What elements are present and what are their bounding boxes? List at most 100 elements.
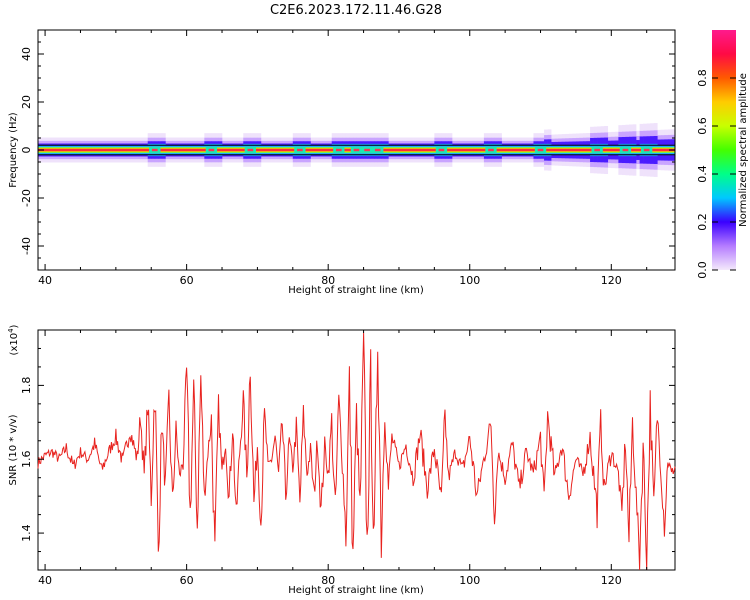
- spectrogram-cell: [52, 148, 56, 152]
- spectrogram-cell: [66, 148, 71, 152]
- spectrogram-cell: [572, 148, 577, 152]
- spectrogram-cell: [80, 148, 85, 152]
- spectrogram-cell: [133, 148, 138, 152]
- spectrogram-x-tick-label: 80: [321, 274, 335, 287]
- spectrogram-cell: [59, 148, 64, 152]
- snr-x-tick-label: 40: [38, 574, 52, 587]
- colorbar-label: Normalized spectral amplitude: [738, 73, 749, 227]
- spectrogram-cell: [324, 148, 329, 152]
- spectrogram-cell: [657, 148, 662, 152]
- spectrogram-cell: [55, 148, 60, 152]
- spectrogram-cell: [575, 148, 580, 152]
- spectrogram-cell: [229, 148, 233, 152]
- spectrogram-cell: [469, 148, 474, 152]
- spectrogram-cell: [222, 148, 226, 152]
- spectrogram-cell: [423, 148, 428, 152]
- spectrogram-cell: [161, 148, 166, 152]
- snr-y-multiplier-exp: 4: [7, 328, 15, 333]
- spectrogram-cell: [388, 148, 393, 152]
- spectrogram-cell: [526, 148, 531, 152]
- spectrogram-cell: [193, 148, 198, 152]
- spectrogram-y-tick-label: 0: [20, 147, 33, 154]
- spectrogram-ridge-cell: [438, 148, 445, 152]
- snr-ticks: 40 60 80 100 120 1.4 1.6 1.8: [20, 329, 675, 587]
- spectrogram-cell: [218, 148, 223, 152]
- spectrogram-ridge-cell: [297, 148, 303, 152]
- spectrogram-cell: [119, 148, 124, 152]
- spectrogram-cell: [130, 148, 134, 152]
- spectrogram-cell: [289, 148, 294, 152]
- snr-x-tick-label: 60: [180, 574, 194, 587]
- spectrogram-cell: [271, 148, 276, 152]
- spectrogram-cell: [91, 148, 95, 152]
- colorbar-tick-label: 0.4: [696, 165, 709, 183]
- spectrogram-cell: [314, 148, 318, 152]
- spectrogram-cell: [406, 148, 410, 152]
- snr-frame: [37, 329, 676, 571]
- spectrogram-cell: [101, 148, 106, 152]
- spectrogram-cell: [501, 148, 506, 152]
- spectrogram-cell: [197, 148, 202, 152]
- spectrogram-cell: [498, 148, 502, 152]
- snr-y-multiplier-base: (x10: [9, 333, 20, 356]
- snr-x-tick-label: 100: [459, 574, 480, 587]
- spectrogram-cell: [604, 148, 609, 152]
- spectrogram-cell: [73, 148, 78, 152]
- colorbar: 0.0 0.2 0.4 0.6 0.8 Normalized spectral ampl…: [696, 30, 749, 279]
- spectrogram-cell: [413, 148, 417, 152]
- spectrogram-cell: [62, 148, 67, 152]
- spectrogram-ridge-cell: [374, 148, 381, 152]
- spectrogram-cell: [561, 148, 566, 152]
- colorbar-tick-label: 0.2: [696, 213, 709, 231]
- spectrogram-cell: [480, 148, 485, 152]
- spectrogram-cell: [459, 148, 463, 152]
- colorbar-tick-label: 0.0: [696, 261, 709, 279]
- snr-x-axis-label: Height of straight line (km): [288, 585, 424, 596]
- spectrogram-y-axis-label: Frequency (Hz): [8, 112, 19, 188]
- spectrogram-cell: [529, 148, 534, 152]
- spectrogram-y-tick-label: 40: [20, 47, 33, 61]
- spectrogram-cell: [87, 148, 92, 152]
- spectrogram-cell: [402, 148, 407, 152]
- spectrogram-cell: [384, 148, 389, 152]
- snr-y-multiplier: (x104): [7, 324, 20, 355]
- snr-y-axis-label: SNR (10 * v/v): [8, 414, 19, 485]
- spectrogram-cell: [183, 148, 187, 152]
- spectrogram-cell: [515, 148, 520, 152]
- spectrogram-cell: [579, 148, 584, 152]
- spectrogram-cell: [416, 148, 421, 152]
- spectrogram-plot: [38, 123, 676, 177]
- spectrogram-cell: [473, 148, 478, 152]
- snr-x-tick-label: 80: [321, 574, 335, 587]
- spectrogram-cell: [505, 148, 509, 152]
- spectrogram-cell: [168, 148, 173, 152]
- spectrogram-cell: [462, 148, 467, 152]
- spectrogram-cell: [321, 148, 325, 152]
- spectrogram-ridge-cell: [622, 148, 629, 152]
- spectrogram-ridge-cell: [353, 148, 360, 152]
- spectrogram-cell: [264, 148, 269, 152]
- spectrogram-cell: [636, 148, 640, 152]
- spectrogram-cell: [519, 148, 524, 152]
- spectrogram-cell: [391, 148, 396, 152]
- spectrogram-cell: [565, 148, 570, 152]
- snr-y-multiplier-close: ): [9, 324, 20, 328]
- spectrogram-cell: [84, 148, 88, 152]
- spectrogram-cell: [257, 148, 262, 152]
- spectrogram-cell: [94, 148, 99, 152]
- spectrogram-cell: [328, 148, 333, 152]
- spectrogram-ridge-cell: [643, 148, 650, 152]
- snr-y-tick-label: 1.8: [20, 377, 33, 395]
- spectrogram-x-tick-label: 40: [38, 274, 52, 287]
- spectrogram-cell: [345, 148, 350, 152]
- spectrogram-cell: [664, 148, 669, 152]
- spectrogram-cell: [112, 148, 117, 152]
- spectrogram-cell: [285, 148, 290, 152]
- spectrogram-cell: [508, 148, 513, 152]
- spectrogram-cell: [310, 148, 315, 152]
- colorbar-tick-label: 0.8: [696, 69, 709, 87]
- spectrogram-cell: [268, 148, 272, 152]
- spectrogram-cell: [306, 148, 311, 152]
- spectrogram-cell: [607, 148, 612, 152]
- spectrogram-cell: [632, 148, 637, 152]
